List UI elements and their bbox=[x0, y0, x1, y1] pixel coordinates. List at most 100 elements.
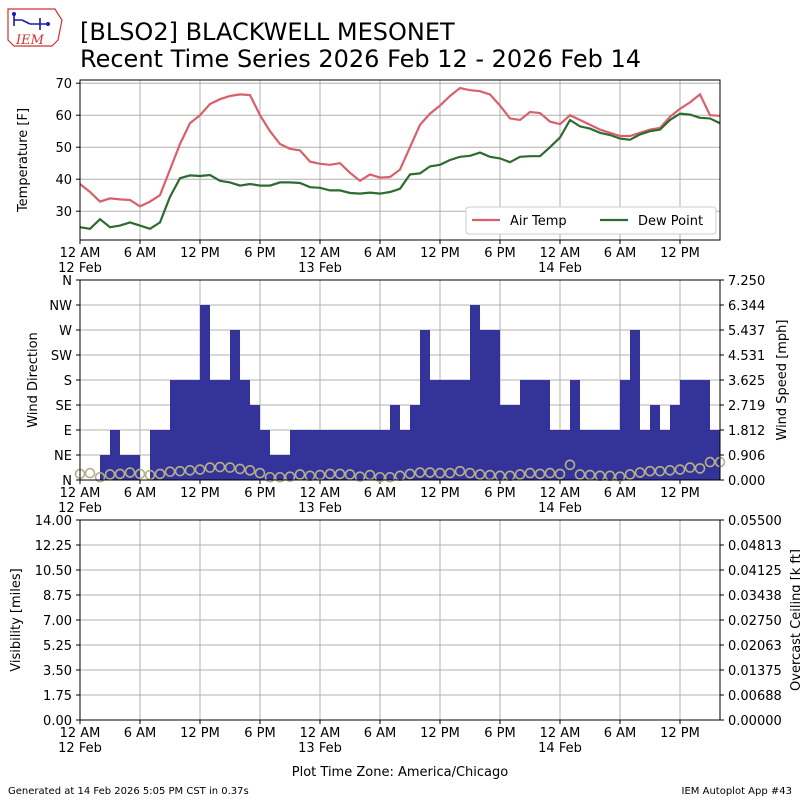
temp-frame bbox=[79, 79, 721, 241]
wind-direction-bar bbox=[460, 380, 470, 480]
temp-xtick-label: 12 PM bbox=[660, 246, 700, 261]
vis-ytick-label: 7.00 bbox=[43, 614, 72, 629]
logo-text: IEM bbox=[15, 33, 45, 48]
temp-xtick-label: 12 AM bbox=[540, 246, 581, 261]
air-temp-line bbox=[79, 86, 721, 208]
temp-legend: Air Temp Dew Point bbox=[465, 206, 717, 235]
wind-dir-ytick-label: W bbox=[59, 324, 72, 339]
wind-direction-bar bbox=[550, 430, 560, 480]
wind-xtick-label: 12 PM bbox=[180, 486, 220, 501]
temp-xtick-label: 6 PM bbox=[244, 246, 275, 261]
wind-speed-point bbox=[284, 471, 296, 482]
wind-speed-point bbox=[664, 465, 676, 476]
wind-speed-ytick-label: 3.625 bbox=[728, 374, 765, 389]
wind-speed-point bbox=[564, 459, 576, 471]
vis-ytick-label: 1.75 bbox=[43, 689, 72, 704]
wind-direction-bar bbox=[690, 380, 700, 480]
wind-speed-point bbox=[514, 469, 526, 480]
vis-frame bbox=[79, 519, 721, 721]
wind-direction-bar bbox=[630, 330, 640, 480]
wind-direction-bar bbox=[250, 405, 260, 480]
wind-speed-ytick-label: 0.000 bbox=[728, 474, 765, 489]
wind-direction-bar bbox=[580, 430, 590, 480]
vis-xtick-date: 13 Feb bbox=[298, 741, 342, 756]
wind-direction-bar bbox=[440, 380, 450, 480]
iem-logo: IEM bbox=[7, 8, 63, 48]
wind-direction-bar bbox=[410, 405, 420, 480]
wind-speed-point bbox=[154, 468, 166, 480]
vis-ytick-label: 12.25 bbox=[35, 539, 72, 554]
wind-speed-point bbox=[134, 468, 146, 480]
wind-speed-point bbox=[474, 469, 486, 480]
ceiling-ytick-label: 0.00688 bbox=[728, 689, 782, 704]
temp-ytick-label: 70 bbox=[55, 77, 72, 92]
wind-direction-bar bbox=[120, 455, 130, 480]
wind-speed-point bbox=[404, 468, 416, 480]
generated-note: Generated at 14 Feb 2026 5:05 PM CST in … bbox=[8, 786, 249, 797]
vis-ytick-label: 0.00 bbox=[43, 714, 72, 729]
wind-speed-point bbox=[434, 467, 446, 479]
wind-direction-bar bbox=[560, 430, 570, 480]
wind-direction-bar bbox=[190, 380, 200, 480]
wind-direction-bar bbox=[210, 380, 220, 480]
wind-direction-bar bbox=[620, 380, 630, 480]
ceiling-ytick-label: 0.02063 bbox=[728, 639, 782, 654]
wind-direction-bar bbox=[330, 430, 340, 480]
chart-title-line1: [BLSO2] BLACKWELL MESONET bbox=[80, 18, 455, 46]
wind-speed-point bbox=[684, 462, 696, 473]
wind-direction-bar bbox=[130, 455, 140, 480]
wind-direction-bar bbox=[180, 380, 190, 480]
wind-direction-bar bbox=[600, 430, 610, 480]
wind-direction-bar bbox=[110, 430, 120, 480]
wind-speed-point bbox=[254, 467, 266, 479]
wind-speed-ylabel: Wind Speed [mph] bbox=[775, 320, 790, 441]
wind-direction-bar bbox=[490, 330, 500, 480]
wind-dir-ytick-label: NW bbox=[49, 299, 72, 314]
wind-direction-bar bbox=[530, 380, 540, 480]
wind-direction-bar bbox=[360, 430, 370, 480]
temp-xtick-label: 6 AM bbox=[364, 246, 397, 261]
wind-speed-ytick-label: 6.344 bbox=[728, 299, 765, 314]
wind-dir-ytick-label: S bbox=[64, 374, 72, 389]
wind-speed-point bbox=[214, 461, 226, 473]
wind-xtick-date: 14 Feb bbox=[538, 501, 582, 516]
wind-xtick-label: 6 PM bbox=[484, 486, 515, 501]
wind-speed-point bbox=[414, 467, 426, 478]
vis-xtick-date: 14 Feb bbox=[538, 741, 582, 756]
wind-speed-point bbox=[344, 469, 356, 480]
wind-dir-ytick-label: NE bbox=[54, 449, 72, 464]
temp-xtick-label: 6 PM bbox=[484, 246, 515, 261]
wind-speed-ytick-label: 7.250 bbox=[728, 274, 765, 289]
wind-direction-bar bbox=[200, 305, 210, 480]
wind-speed-point bbox=[574, 469, 586, 480]
wind-speed-point bbox=[124, 467, 136, 478]
wind-speed-point bbox=[544, 467, 556, 479]
temp-xtick-label: 12 AM bbox=[300, 246, 341, 261]
wind-speed-ytick-label: 0.906 bbox=[728, 449, 765, 464]
wind-speed-point bbox=[554, 468, 566, 480]
wind-speed-point bbox=[614, 471, 626, 482]
temp-ytick-label: 30 bbox=[55, 205, 72, 220]
wind-speed-ytick-label: 2.719 bbox=[728, 399, 765, 414]
wind-direction-bar bbox=[160, 430, 170, 480]
vis-xtick-label: 6 AM bbox=[604, 726, 637, 741]
wind-direction-bar bbox=[350, 430, 360, 480]
ceiling-ytick-label: 0.00000 bbox=[728, 714, 782, 729]
temp-ytick-label: 40 bbox=[55, 173, 72, 188]
temp-xtick-date: 12 Feb bbox=[58, 261, 102, 276]
chart-title-line2: Recent Time Series 2026 Feb 12 - 2026 Fe… bbox=[80, 45, 641, 73]
ceiling-ytick-label: 0.02750 bbox=[728, 614, 782, 629]
visibility-ylabel: Visibility [miles] bbox=[9, 568, 24, 671]
wind-direction-bar bbox=[450, 380, 460, 480]
wind-speed-point bbox=[534, 468, 546, 480]
wind-dir-ytick-label: N bbox=[62, 474, 72, 489]
wind-direction-bar bbox=[100, 455, 110, 480]
wind-speed-point bbox=[374, 471, 386, 483]
wind-speed-point bbox=[674, 464, 686, 475]
wind-xtick-date: 12 Feb bbox=[58, 501, 102, 516]
vis-xtick-label: 12 PM bbox=[180, 726, 220, 741]
wind-direction-bar bbox=[680, 380, 690, 480]
